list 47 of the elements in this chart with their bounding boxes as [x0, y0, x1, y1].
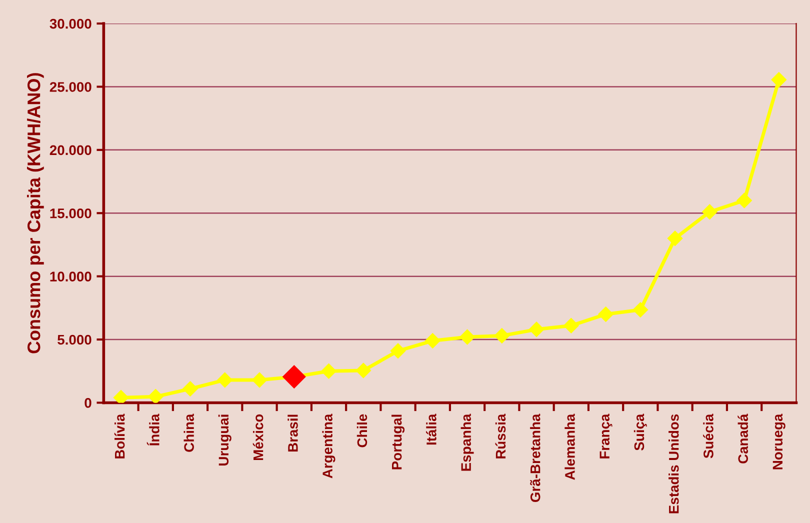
x-tick-label: Espanha	[460, 414, 474, 471]
x-tick-label: França	[600, 414, 612, 458]
y-tick-label: 30.000	[50, 18, 92, 29]
y-tick-label: 5.000	[58, 334, 92, 345]
y-tick-label: 10.000	[50, 272, 92, 282]
point	[217, 372, 232, 388]
x-tick-label: México	[252, 414, 264, 460]
point	[425, 333, 440, 348]
x-tick-label: Chile	[356, 414, 368, 448]
x-tick-label: Grã-Bretanha	[530, 414, 540, 502]
x-tick-label: Itália	[426, 414, 436, 445]
y-tick-label: 15.000	[50, 208, 92, 218]
point	[494, 328, 510, 344]
x-tick-label: Suiça	[634, 414, 647, 450]
point	[460, 329, 475, 345]
point	[632, 302, 648, 318]
point	[528, 322, 544, 337]
x-tick-label: Brasil	[288, 414, 298, 452]
point	[667, 230, 683, 246]
y-tick-label: 0	[84, 398, 92, 408]
point	[702, 204, 718, 220]
x-tick-label: Alemanha	[564, 414, 575, 480]
point	[771, 72, 786, 88]
point	[252, 372, 268, 388]
point	[182, 381, 198, 396]
x-tick-label: Noruega	[772, 414, 786, 470]
x-tick-label: Uruguai	[218, 414, 232, 466]
point	[356, 362, 371, 378]
point	[598, 306, 614, 322]
x-tick-label: China	[184, 414, 194, 452]
x-tick-label: Rússia	[495, 414, 506, 458]
y-axis-title: Consumo per Capita (KWH/ANO)	[27, 73, 44, 354]
x-tick-label: Índia	[146, 414, 160, 446]
point	[736, 192, 752, 208]
point	[564, 318, 579, 334]
x-tick-label: Argentina	[322, 414, 336, 478]
x-tick-label: Canadá	[738, 414, 748, 464]
point	[148, 389, 164, 403]
y-tick-label: 25.000	[50, 82, 92, 92]
x-tick-label: Estadis Unidos	[668, 414, 679, 514]
x-tick-label: Portugal	[392, 414, 405, 470]
point	[113, 390, 129, 403]
point	[390, 343, 406, 358]
x-tick-label: Suécia	[703, 414, 714, 458]
x-tick-label: Bolívia	[114, 414, 125, 458]
point	[321, 364, 336, 379]
y-tick-label: 20.000	[50, 145, 92, 156]
